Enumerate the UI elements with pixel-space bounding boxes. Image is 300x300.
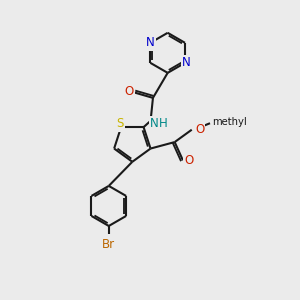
Text: methyl: methyl [212, 117, 247, 127]
Text: N: N [146, 36, 155, 49]
Text: O: O [195, 123, 205, 136]
Text: H: H [159, 117, 167, 130]
Text: O: O [184, 154, 194, 167]
Text: N: N [150, 117, 158, 130]
Text: S: S [116, 117, 123, 130]
Text: Br: Br [102, 238, 115, 251]
Text: N: N [182, 56, 191, 69]
Text: O: O [125, 85, 134, 98]
